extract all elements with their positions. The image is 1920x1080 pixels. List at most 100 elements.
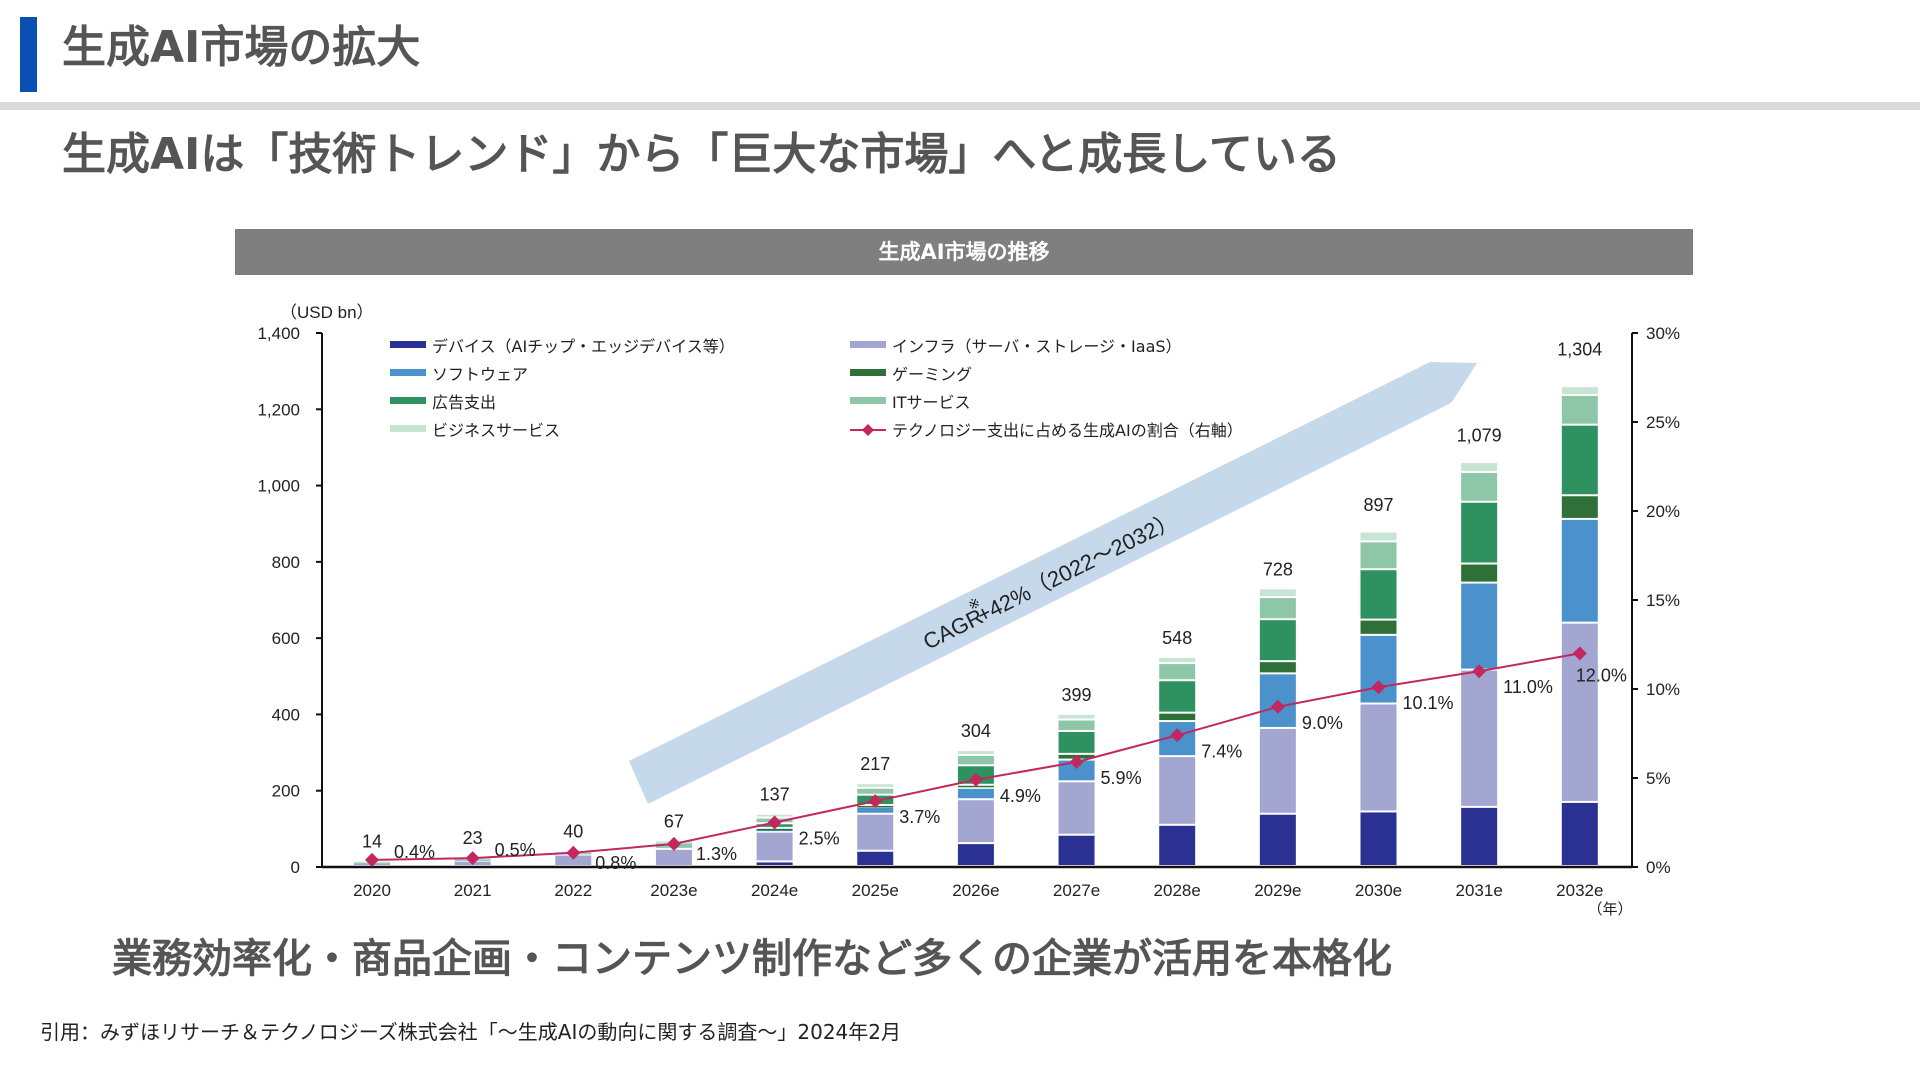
bar-segment: [1259, 589, 1296, 597]
y-axis-unit-label: （USD bn）: [280, 303, 374, 322]
bar-segment: [1159, 681, 1196, 712]
y-tick-label: 400: [272, 705, 300, 724]
x-axis-unit-label: （年）: [1587, 901, 1632, 918]
bar-segment: [1259, 620, 1296, 661]
bar-segment: [1360, 620, 1397, 634]
chart-panel-title: 生成AI市場の推移: [235, 229, 1693, 275]
share-value-label: 1.3%: [696, 844, 737, 864]
share-marker: [365, 852, 379, 867]
bar-segment: [1259, 598, 1296, 619]
bar-segment: [857, 784, 894, 787]
legend-swatch: [390, 369, 426, 376]
bar-stack: [857, 784, 894, 865]
y2-tick-label: 10%: [1646, 680, 1680, 699]
x-tick-label: 2032e: [1556, 881, 1603, 900]
cagr-label: CAGR※+42%（2022～2032）: [919, 507, 1181, 655]
bar-segment: [1561, 425, 1598, 495]
bar-segment: [1461, 807, 1498, 865]
bar-segment: [957, 788, 994, 799]
legend-swatch: [850, 341, 886, 348]
bar-stack: [957, 751, 994, 865]
share-marker: [767, 815, 782, 830]
bar-segment: [957, 844, 994, 865]
share-marker: [1371, 680, 1386, 695]
x-tick-label: 2030e: [1355, 881, 1402, 900]
y-tick-label: 1,400: [257, 324, 300, 343]
share-value-label: 0.8%: [595, 853, 636, 873]
total-value-label: 14: [362, 832, 382, 852]
bar-segment: [1461, 463, 1498, 471]
header-divider: [0, 102, 1920, 110]
y-tick-label: 800: [272, 553, 300, 572]
legend-label: ITサービス: [892, 393, 971, 412]
bar-segment: [1360, 532, 1397, 541]
y-tick-label: 1,000: [257, 477, 300, 496]
bar-segment: [1159, 657, 1196, 663]
total-value-label: 1,079: [1457, 425, 1502, 445]
x-tick-label: 2022: [554, 881, 592, 900]
x-tick-label: 2023e: [650, 881, 697, 900]
share-marker: [566, 845, 581, 860]
share-value-label: 5.9%: [1101, 768, 1142, 788]
bar-stack: [1561, 387, 1598, 865]
share-marker: [868, 794, 883, 809]
x-tick-label: 2021: [454, 881, 492, 900]
share-line-layer: [365, 646, 1587, 867]
bar-segment: [957, 756, 994, 765]
total-value-label: 217: [860, 754, 890, 774]
bar-segment: [1461, 670, 1498, 806]
share-value-label: 4.9%: [1000, 786, 1041, 806]
bar-segment: [1058, 835, 1095, 865]
bar-segment: [1561, 802, 1598, 865]
x-tick-label: 2025e: [852, 881, 899, 900]
legend-label: テクノロジー支出に占める生成AIの割合（右軸）: [892, 421, 1243, 440]
y2-tick-label: 25%: [1646, 413, 1680, 432]
share-value-label: 0.4%: [394, 842, 435, 862]
total-value-label: 40: [563, 822, 583, 842]
bar-segment: [1561, 496, 1598, 518]
total-value-label: 399: [1062, 685, 1092, 705]
bar-segment: [1461, 472, 1498, 501]
x-tick-label: 2028e: [1154, 881, 1201, 900]
bar-segment: [1360, 704, 1397, 811]
total-value-label: 548: [1162, 628, 1192, 648]
share-value-label: 12.0%: [1576, 665, 1627, 685]
bar-stack: [1360, 532, 1397, 865]
legend-label: 広告支出: [432, 393, 496, 412]
bar-segment: [1561, 395, 1598, 424]
page-title: 生成AI市場の拡大: [62, 22, 421, 73]
bar-segment: [1360, 542, 1397, 569]
x-tick-label: 2027e: [1053, 881, 1100, 900]
total-value-label: 23: [463, 828, 483, 848]
share-marker: [1572, 646, 1587, 661]
legend-label: ビジネスサービス: [432, 421, 560, 440]
bar-segment: [1259, 728, 1296, 813]
bar-segment: [1461, 564, 1498, 582]
bar-stack: [1159, 657, 1196, 865]
bar-segment: [857, 788, 894, 794]
legend-label: ゲーミング: [892, 365, 972, 384]
legend-label: デバイス（AIチップ・エッジデバイス等）: [432, 337, 735, 356]
bar-segment: [756, 832, 793, 861]
x-tick-label: 2031e: [1456, 881, 1503, 900]
bar-segment: [957, 751, 994, 755]
share-marker: [1472, 664, 1487, 679]
bar-segment: [1058, 731, 1095, 753]
legend-swatch: [850, 369, 886, 376]
bar-segment: [1259, 814, 1296, 865]
share-marker: [1069, 754, 1084, 769]
share-value-label: 9.0%: [1302, 713, 1343, 733]
legend-line-marker: [862, 424, 874, 436]
y2-tick-label: 20%: [1646, 502, 1680, 521]
y-tick-label: 200: [272, 782, 300, 801]
bar-stack: [1461, 463, 1498, 865]
total-value-label: 728: [1263, 559, 1293, 579]
x-tick-label: 2026e: [952, 881, 999, 900]
share-value-label: 0.5%: [495, 840, 536, 860]
bar-segment: [1159, 713, 1196, 721]
legend-swatch: [850, 397, 886, 404]
x-tick-label: 2029e: [1254, 881, 1301, 900]
cagr-arrow: [629, 362, 1477, 804]
bar-segment: [756, 862, 793, 865]
